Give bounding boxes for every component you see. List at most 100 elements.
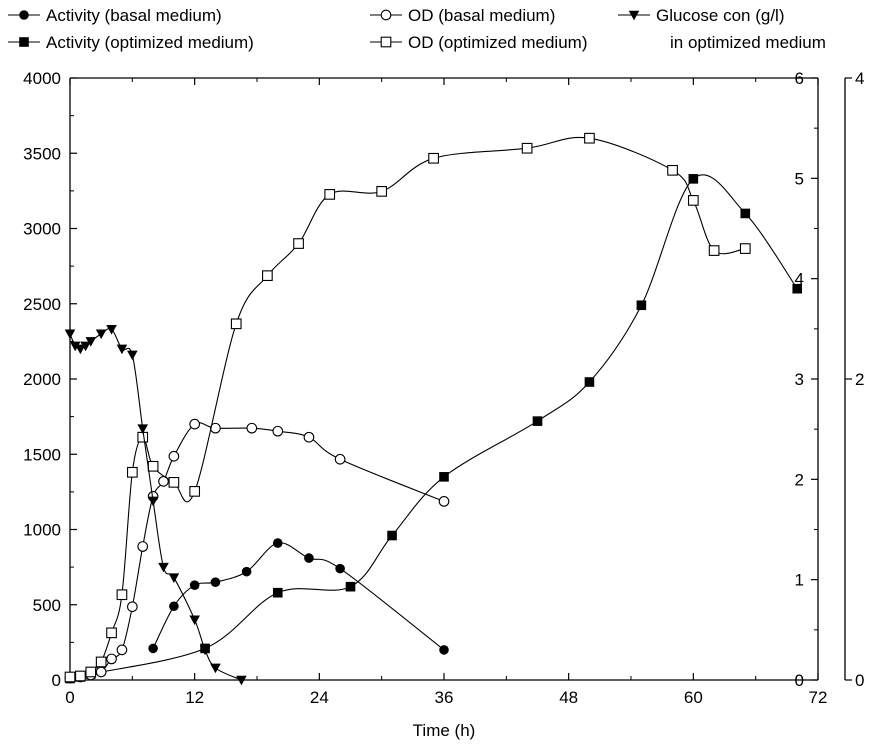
series-glucose [64, 325, 247, 686]
y-right-tick-label: 3 [795, 370, 804, 389]
legend-item-act_opt: Activity (optimized medium) [8, 33, 254, 52]
y-right-tick-label: 2 [795, 470, 804, 489]
data-point-glucose [85, 337, 97, 347]
x-tick-label: 60 [684, 688, 703, 707]
data-point-glucose [147, 496, 159, 507]
series-od_basal [64, 418, 450, 684]
legend-marker [19, 10, 29, 20]
y-right-tick-label: 6 [795, 69, 804, 88]
data-point-glucose [168, 573, 180, 583]
data-point-od_opt [293, 238, 304, 249]
data-point-od_opt [85, 666, 97, 678]
data-point-glucose [189, 615, 200, 626]
data-point-act_basal [304, 553, 314, 563]
data-point-od_opt [106, 627, 117, 639]
y-right-tick-label: 4 [795, 270, 804, 289]
data-point-od_basal [246, 422, 258, 434]
data-point-od_opt [687, 195, 699, 206]
data-point-od_opt [147, 460, 159, 472]
legend-item-glucose: Glucose con (g/l) in optimized medium [618, 6, 826, 52]
y-left-tick-label: 1500 [23, 445, 61, 464]
data-point-glucose [199, 645, 211, 656]
data-point-act_basal [241, 566, 252, 577]
y-left-tick-label: 500 [33, 596, 61, 615]
data-point-glucose [69, 341, 81, 352]
y-outer-tick-label: 2 [855, 370, 864, 389]
data-point-glucose [158, 562, 169, 573]
y-left-tick-label: 2000 [23, 370, 61, 389]
data-point-act_basal [169, 601, 179, 612]
x-axis-label: Time (h) [413, 721, 476, 740]
data-point-act_basal [210, 577, 221, 587]
data-point-od_opt [116, 589, 128, 601]
data-point-glucose [236, 675, 247, 686]
data-point-glucose [95, 329, 107, 340]
legend-item-od_opt: OD (optimized medium) [370, 33, 588, 52]
legend-item-act_basal: Activity (basal medium) [8, 6, 222, 25]
x-tick-label: 24 [310, 688, 329, 707]
data-point-act_basal [189, 580, 200, 590]
legend-label: Glucose con (g/l) [656, 6, 785, 25]
data-point-act_opt [740, 208, 751, 219]
data-point-od_basal [158, 475, 169, 487]
data-point-glucose [80, 341, 91, 352]
y-left-tick-label: 4000 [23, 69, 61, 88]
series-act_basal [148, 538, 449, 655]
data-point-od_opt [168, 476, 180, 488]
data-point-od_basal [334, 453, 346, 465]
data-point-act_opt [272, 587, 283, 598]
data-point-act_opt [439, 472, 449, 482]
data-point-od_basal [168, 450, 180, 462]
data-point-act_opt [792, 283, 803, 294]
y-outer-tick-label: 4 [855, 69, 864, 88]
data-point-glucose [116, 344, 128, 355]
data-point-od_basal [272, 425, 284, 437]
y-right-tick-label: 0 [795, 671, 804, 690]
legend-label: Activity (basal medium) [46, 6, 222, 25]
data-point-od_opt [262, 270, 273, 282]
data-point-od_opt [189, 486, 201, 497]
legend-item-od_basal: OD (basal medium) [370, 6, 555, 25]
data-point-glucose [210, 663, 221, 674]
data-point-glucose [75, 344, 86, 355]
data-point-od_basal [116, 644, 128, 656]
data-point-od_opt [126, 466, 138, 478]
data-point-od_opt [428, 152, 439, 164]
y-left-tick-label: 0 [52, 671, 61, 690]
data-point-act_basal [272, 538, 283, 548]
data-point-act_opt [584, 377, 595, 387]
data-point-glucose [106, 325, 117, 335]
data-point-od_opt [95, 656, 107, 668]
data-point-od_basal [106, 653, 117, 665]
y-left-tick-label: 1000 [23, 521, 61, 540]
legend-label: Activity (optimized medium) [46, 33, 254, 52]
data-point-od_opt [376, 186, 388, 197]
data-point-od_opt [324, 189, 336, 200]
series-line-act_basal [152, 542, 445, 651]
data-point-od_basal [189, 418, 201, 430]
data-point-act_opt [345, 581, 356, 592]
y-right-tick-label: 5 [795, 169, 804, 188]
data-point-od_opt [739, 243, 751, 254]
legend-marker [380, 36, 392, 48]
legend-label-2: in optimized medium [670, 33, 826, 52]
data-point-od_opt [75, 670, 86, 682]
data-point-od_basal [95, 666, 107, 678]
series-layer [64, 132, 803, 686]
data-point-od_opt [708, 245, 720, 256]
data-point-od_basal [303, 431, 315, 443]
series-line-act_opt [69, 174, 798, 680]
x-tick-label: 36 [435, 688, 454, 707]
data-point-glucose [137, 424, 149, 434]
series-od_opt [64, 132, 751, 683]
series-line-od_opt [69, 136, 746, 678]
legend-marker [19, 37, 29, 47]
y-left-tick-label: 3500 [23, 144, 61, 163]
axes: 0 12 24 36 48 60 72050010001500200025003000350… [23, 69, 864, 707]
legend-label: OD (basal medium) [408, 6, 555, 25]
data-point-act_basal [335, 563, 345, 574]
data-point-od_opt [230, 318, 242, 330]
data-point-od_opt [521, 142, 533, 154]
series-line-glucose [69, 328, 242, 681]
